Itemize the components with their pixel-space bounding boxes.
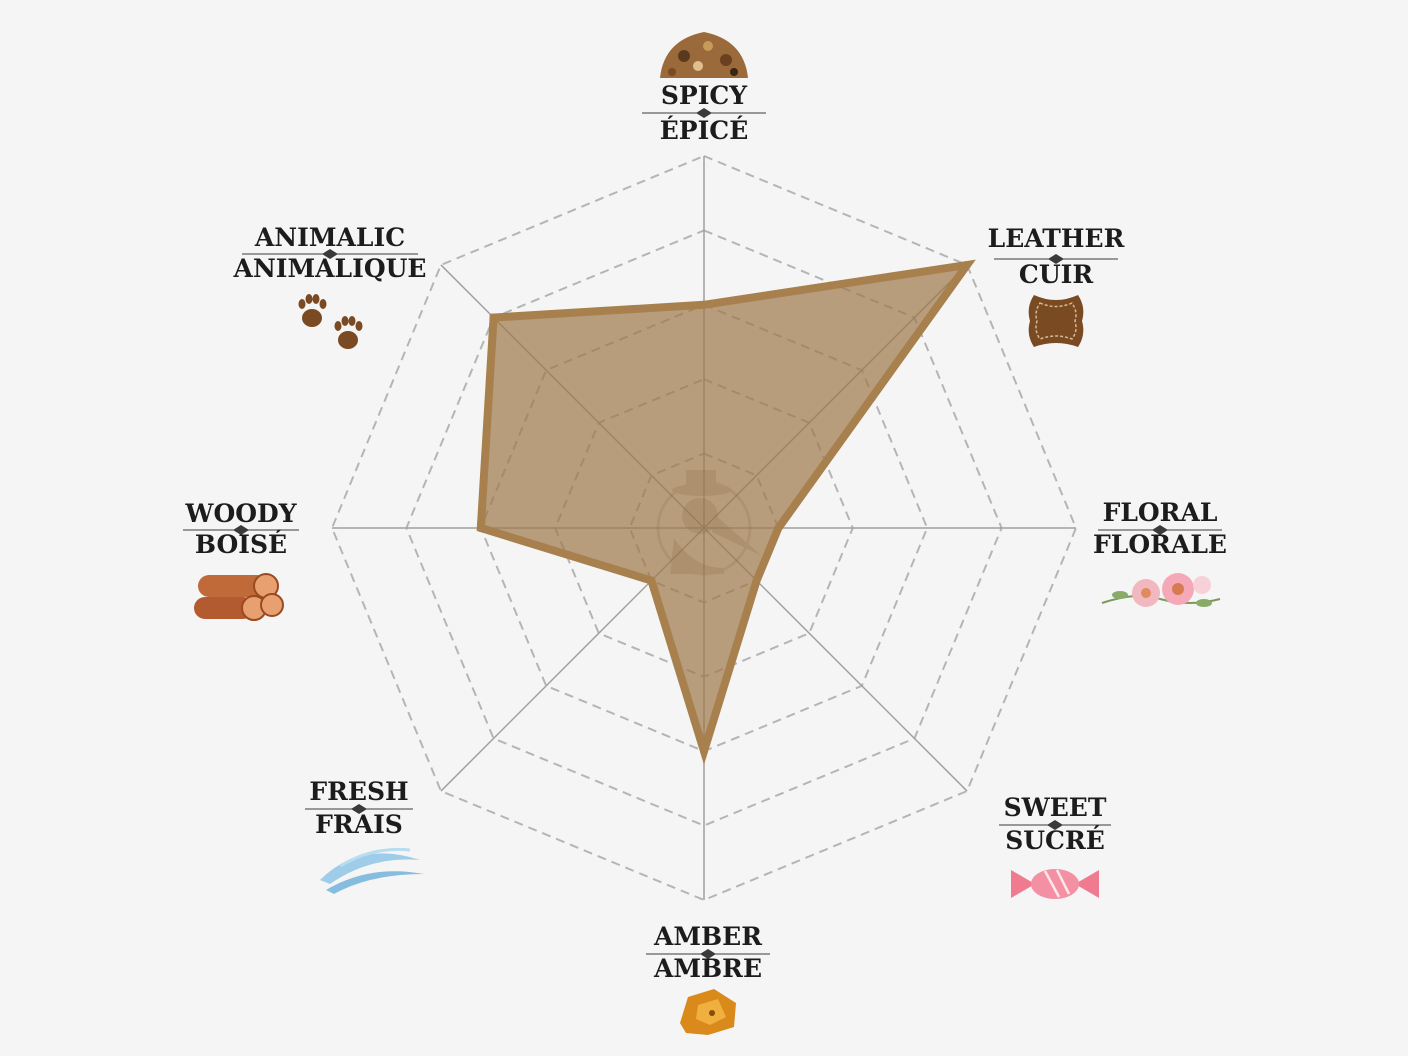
axis-label-amber: AMBER AMBRE bbox=[646, 922, 770, 983]
data-point-fresh bbox=[647, 576, 656, 585]
data-point-woody bbox=[476, 524, 485, 532]
data-point-amber bbox=[700, 747, 708, 756]
leather-hide-icon bbox=[1028, 295, 1084, 347]
axis-label-woody: WOODY BOISÉ bbox=[183, 499, 299, 559]
ornament-divider bbox=[242, 249, 418, 259]
axis-label-animalic: ANIMALIC ANIMALIQUE bbox=[233, 223, 427, 283]
axis-label-spicy: SPICY ÉPICÉ bbox=[642, 81, 766, 145]
axis-label-fresh: FRESH FRAIS bbox=[305, 777, 413, 839]
wind-gust-icon bbox=[320, 847, 424, 894]
data-point-sweet bbox=[752, 576, 761, 585]
axis-labels: SPICY ÉPICÉ LEATHER CUIR FLORAL FLORALE … bbox=[183, 81, 1227, 983]
data-point-leather bbox=[963, 260, 972, 269]
axis-label-floral: FLORAL FLORALE bbox=[1093, 498, 1227, 559]
label-fr: BOISÉ bbox=[195, 530, 287, 559]
flowers-icon bbox=[1101, 573, 1221, 607]
ornament-divider bbox=[642, 108, 766, 118]
label-fr: ÉPICÉ bbox=[660, 116, 749, 145]
wood-logs-icon bbox=[194, 573, 284, 621]
ornament-divider bbox=[183, 525, 299, 535]
ornament-divider bbox=[646, 949, 770, 959]
paw-prints-icon bbox=[298, 294, 363, 349]
label-fr: CUIR bbox=[1019, 260, 1093, 289]
axis-label-sweet: SWEET SUCRÉ bbox=[999, 793, 1111, 855]
label-en: SWEET bbox=[1004, 793, 1107, 822]
label-en: AMBER bbox=[653, 922, 762, 951]
label-fr: FRAIS bbox=[315, 810, 403, 839]
label-en: LEATHER bbox=[988, 224, 1125, 253]
data-point-spicy bbox=[700, 300, 708, 309]
ornament-divider bbox=[994, 254, 1118, 264]
data-point-floral bbox=[774, 524, 783, 532]
grid-ring bbox=[405, 229, 1003, 827]
grid-ring bbox=[330, 154, 1078, 902]
ornament-divider bbox=[999, 820, 1111, 830]
label-en: SPICY bbox=[661, 81, 748, 110]
label-en: FRESH bbox=[309, 777, 408, 806]
label-en: ANIMALIC bbox=[254, 223, 405, 252]
label-en: WOODY bbox=[184, 499, 297, 528]
label-fr: ANIMALIQUE bbox=[233, 254, 427, 283]
candy-icon bbox=[1011, 869, 1099, 899]
data-point-animalic bbox=[489, 313, 498, 322]
amber-stone-icon bbox=[680, 989, 736, 1035]
spice-heap-icon bbox=[660, 32, 748, 78]
label-en: FLORAL bbox=[1103, 498, 1218, 527]
label-fr: FLORALE bbox=[1093, 530, 1227, 559]
label-fr: AMBRE bbox=[653, 954, 762, 983]
axis-label-leather: LEATHER CUIR bbox=[988, 224, 1125, 289]
ornament-divider bbox=[305, 804, 413, 814]
ornament-divider bbox=[1098, 525, 1222, 535]
label-fr: SUCRÉ bbox=[1005, 826, 1105, 855]
